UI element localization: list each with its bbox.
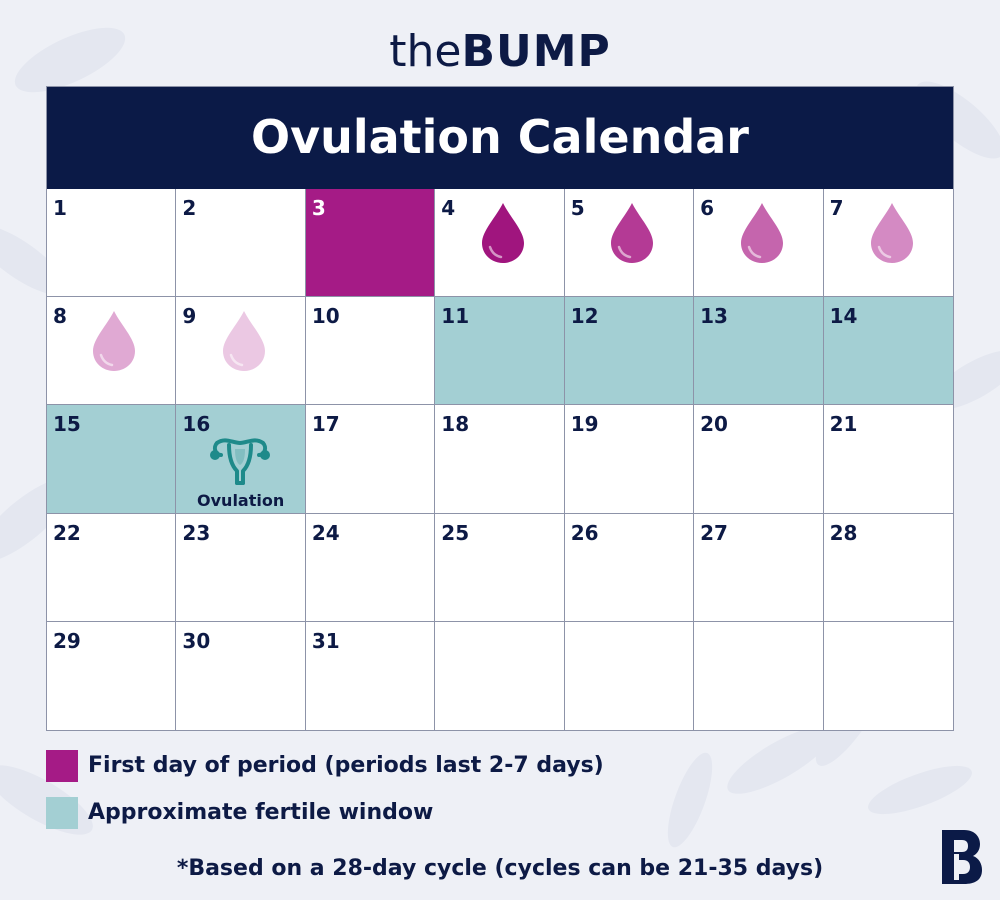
calendar-day-30: 30 <box>176 621 306 730</box>
calendar-day-23: 23 <box>176 513 306 622</box>
calendar-day-11: 11 <box>435 297 565 406</box>
blood-drop-icon <box>869 201 915 265</box>
calendar-day-empty <box>564 621 695 730</box>
calendar-day-16: 16 Ovulation <box>176 405 306 514</box>
ovulation-calendar: Ovulation Calendar 1 2 3 4 5 6 7 8 9 10 11 12 13 14 15… <box>46 86 954 731</box>
day-number: 20 <box>700 412 728 437</box>
calendar-day-15: 15 <box>47 405 177 514</box>
day-number: 5 <box>570 196 585 220</box>
calendar-day-7: 7 <box>823 189 953 298</box>
day-number: 26 <box>570 520 599 545</box>
blood-drop-icon <box>609 201 655 265</box>
calendar-day-12: 12 <box>564 297 695 406</box>
calendar-day-5: 5 <box>564 189 695 298</box>
blood-drop-icon <box>221 309 267 373</box>
day-number: 13 <box>700 304 728 329</box>
day-number: 19 <box>570 412 599 437</box>
calendar-title: Ovulation Calendar <box>47 87 953 189</box>
day-number: 30 <box>182 628 211 653</box>
cycle-footnote: *Based on a 28-day cycle (cycles can be … <box>176 856 824 881</box>
day-number: 7 <box>829 196 844 220</box>
fertile-legend-swatch <box>46 797 78 829</box>
day-number: 29 <box>53 628 81 653</box>
calendar-day-25: 25 <box>435 513 565 622</box>
calendar-day-21: 21 <box>823 405 953 514</box>
calendar-day-2: 2 <box>176 189 306 298</box>
calendar-day-28: 28 <box>823 513 953 622</box>
calendar-day-empty <box>694 621 824 730</box>
calendar-day-6: 6 <box>694 189 824 298</box>
calendar-day-19: 19 <box>564 405 695 514</box>
day-number: 15 <box>53 412 81 437</box>
calendar-day-26: 26 <box>564 513 695 622</box>
calendar-day-24: 24 <box>305 513 436 622</box>
calendar-day-13: 13 <box>694 297 824 406</box>
calendar-day-17: 17 <box>305 405 436 514</box>
day-number: 12 <box>570 304 599 329</box>
day-number: 3 <box>311 196 326 220</box>
calendar-day-18: 18 <box>435 405 565 514</box>
logo-prefix: the <box>389 26 462 77</box>
day-number: 27 <box>700 520 728 545</box>
uterus-icon <box>207 433 273 489</box>
calendar-day-10: 10 <box>305 297 436 406</box>
calendar-day-31: 31 <box>305 621 436 730</box>
the-bump-logo: theBUMP <box>0 24 1000 80</box>
blood-drop-icon <box>739 201 785 265</box>
day-number: 23 <box>182 520 211 545</box>
calendar-day-22: 22 <box>47 513 177 622</box>
calendar-grid: 1 2 3 4 5 6 7 8 9 10 11 12 13 14 15 16 Ovulation 17 18 19 20… <box>47 189 953 730</box>
day-number: 21 <box>829 412 858 437</box>
calendar-day-9: 9 <box>176 297 306 406</box>
period-legend-swatch <box>46 750 78 782</box>
calendar-day-27: 27 <box>694 513 824 622</box>
blood-drop-icon <box>91 309 137 373</box>
day-number: 24 <box>311 520 340 545</box>
day-number: 17 <box>311 412 340 437</box>
day-number: 18 <box>441 412 470 437</box>
day-number: 4 <box>441 196 456 220</box>
calendar-day-8: 8 <box>47 297 177 406</box>
calendar-day-20: 20 <box>694 405 824 514</box>
bump-b-icon <box>942 830 982 884</box>
calendar-day-empty <box>823 621 953 730</box>
calendar-day-empty <box>435 621 565 730</box>
calendar-day-14: 14 <box>823 297 953 406</box>
day-number: 10 <box>311 304 340 329</box>
period-legend-label: First day of period (periods last 2-7 da… <box>88 753 604 778</box>
day-number: 14 <box>829 304 858 329</box>
blood-drop-icon <box>480 201 526 265</box>
day-number: 22 <box>53 520 81 545</box>
day-number: 25 <box>441 520 470 545</box>
logo-name: BUMP <box>461 26 611 77</box>
day-number: 8 <box>53 304 67 329</box>
day-number: 6 <box>700 196 715 220</box>
calendar-day-1: 1 <box>47 189 177 298</box>
day-number: 1 <box>53 196 67 220</box>
calendar-day-3: 3 <box>305 189 436 298</box>
fertile-legend-label: Approximate fertile window <box>88 800 434 825</box>
day-number: 2 <box>182 196 197 220</box>
calendar-day-29: 29 <box>47 621 177 730</box>
day-number: 28 <box>829 520 858 545</box>
ovulation-label: Ovulation <box>197 491 285 511</box>
day-number: 31 <box>311 628 340 653</box>
day-number: 9 <box>182 304 197 329</box>
calendar-day-4: 4 <box>435 189 565 298</box>
day-number: 16 <box>182 412 211 437</box>
day-number: 11 <box>441 304 470 329</box>
